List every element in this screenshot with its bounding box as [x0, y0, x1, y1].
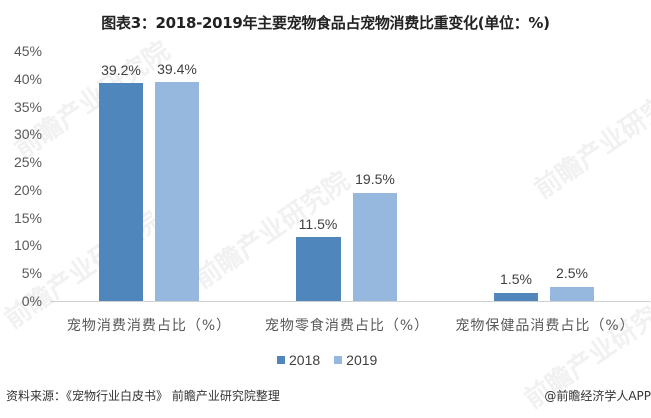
watermark: 前瞻产业研究院 — [529, 76, 651, 206]
category-label: 宠物保健品消费占比（%） — [455, 318, 635, 334]
data-label: 39.2% — [101, 62, 141, 78]
bar-2019-g2 — [550, 287, 594, 301]
legend-swatch — [334, 356, 343, 364]
bar-2019-g1 — [353, 193, 397, 301]
legend-label: 2018 — [289, 352, 321, 368]
category-label: 宠物零食消费占比（%） — [264, 318, 430, 334]
bar-2018-g0 — [99, 83, 143, 301]
x-axis-line — [50, 301, 650, 302]
legend-label: 2019 — [346, 352, 378, 368]
y-tick: 40% — [13, 71, 42, 87]
y-tick: 10% — [13, 237, 42, 253]
y-tick: 0% — [21, 293, 42, 309]
y-tick: 25% — [13, 154, 42, 170]
y-tick: 5% — [21, 265, 42, 281]
legend-swatch — [277, 356, 285, 364]
data-label: 2.5% — [556, 265, 588, 281]
y-tick: 35% — [13, 99, 42, 115]
data-label: 1.5% — [500, 271, 532, 287]
data-label: 39.4% — [157, 61, 197, 77]
bar-2019-g0 — [155, 82, 199, 301]
chart-title: 图表3：2018-2019年主要宠物食品占宠物消费比重变化(单位：%) — [101, 14, 550, 32]
legend: 2018 2019 — [277, 352, 377, 368]
y-tick: 30% — [13, 126, 42, 142]
bar-2018-g1 — [296, 237, 341, 301]
y-tick: 15% — [13, 210, 42, 226]
source-note: 资料来源：《宠物行业白皮书》 前瞻产业研究院整理 — [6, 389, 280, 403]
bar-2018-g2 — [494, 293, 538, 301]
category-label: 宠物消费消费占比（%） — [66, 318, 232, 334]
credit: @前瞻经济学人APP — [544, 389, 651, 403]
y-tick: 20% — [13, 182, 42, 198]
data-label: 11.5% — [298, 216, 338, 232]
legend-item-2018: 2018 — [277, 352, 320, 368]
y-tick: 45% — [13, 43, 42, 59]
legend-item-2019: 2019 — [334, 352, 377, 368]
data-label: 19.5% — [355, 171, 395, 187]
